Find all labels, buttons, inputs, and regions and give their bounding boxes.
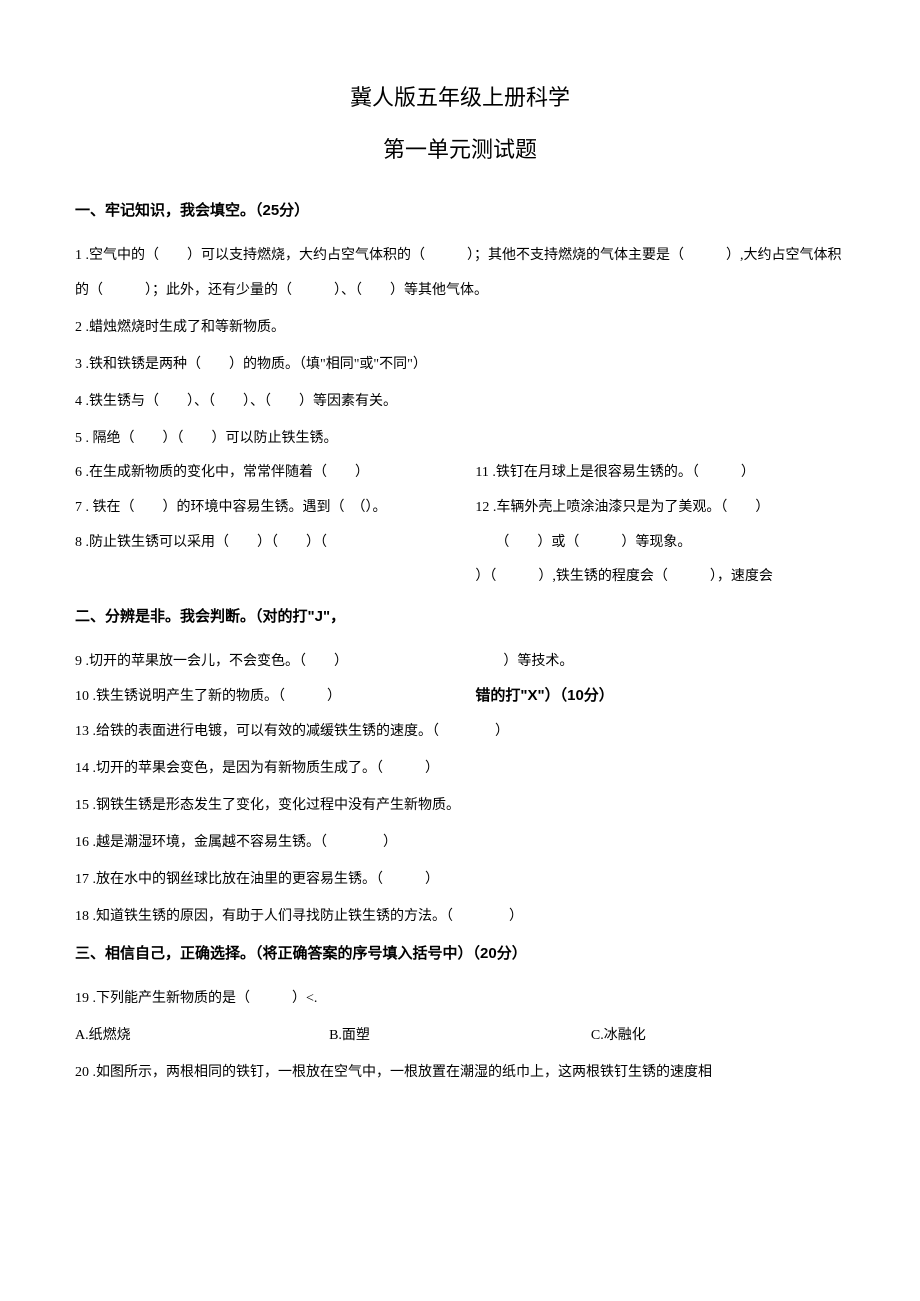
question-20: 20 .如图所示，两根相同的铁钉，一根放在空气中，一根放置在潮湿的纸巾上，这两根… [75, 1055, 845, 1090]
option-19-c: C.冰融化 [591, 1018, 845, 1053]
option-19-a: A.纸燃烧 [75, 1018, 329, 1053]
question-13: 13 .给铁的表面进行电镀，可以有效的减缓铁生锈的速度。（ ） [75, 714, 845, 749]
question-6: 6 .在生成新物质的变化中，常常伴随着（ ） [75, 458, 465, 489]
question-15: 15 .钢铁生锈是形态发生了变化，变化过程中没有产生新物质。 [75, 788, 845, 823]
q9-row: 9 .切开的苹果放一会儿，不会变色。（ ） ）等技术。 [75, 644, 845, 679]
question-16: 16 .越是潮湿环境，金属越不容易生锈。（ ） [75, 825, 845, 860]
error-label: 错的打"X"）（10分） [475, 684, 845, 705]
question-7: 7 . 铁在（ ）的环境中容易生锈。遇到（ （）。 [75, 493, 465, 524]
question-9: 9 .切开的苹果放一会儿，不会变色。（ ） [75, 644, 475, 679]
question-4: 4 .铁生锈与（ ）、（ ）、（ ）等因素有关。 [75, 384, 845, 419]
question-19-options: A.纸燃烧 B.面塑 C.冰融化 [75, 1018, 845, 1053]
question-11: 11 .铁钉在月球上是很容易生锈的。（ ） [475, 458, 845, 489]
doc-subtitle: 第一单元测试题 [75, 132, 845, 164]
question-12: 12 .车辆外壳上喷涂油漆只是为了美观。（ ） [475, 493, 845, 524]
q9-right-text: ）等技术。 [475, 654, 573, 669]
stray-line-2: ）（ ）,铁生锈的程度会（ ），速度会 [475, 562, 845, 593]
two-column-block: 6 .在生成新物质的变化中，常常伴随着（ ） 7 . 铁在（ ）的环境中容易生锈… [75, 458, 845, 597]
section-1-header: 一、牢记知识，我会填空。（25分） [75, 199, 845, 220]
q10-err-row: 10 .铁生锈说明产生了新的物质。（ ） 错的打"X"）（10分） [75, 679, 845, 714]
stray-line-1: （ ）或（ ）等现象。 [475, 528, 845, 559]
option-19-b: B.面塑 [329, 1018, 591, 1053]
question-5: 5 . 隔绝（ ）（ ）可以防止铁生锈。 [75, 421, 845, 456]
question-19: 19 .下列能产生新物质的是（ ）<. [75, 981, 845, 1016]
left-column: 6 .在生成新物质的变化中，常常伴随着（ ） 7 . 铁在（ ）的环境中容易生锈… [75, 458, 475, 597]
question-3: 3 .铁和铁锈是两种（ ）的物质。（填"相同"或"不同"） [75, 347, 845, 382]
question-17: 17 .放在水中的钢丝球比放在油里的更容易生锈。（ ） [75, 862, 845, 897]
doc-title: 冀人版五年级上册科学 [75, 80, 845, 112]
question-18: 18 .知道铁生锈的原因，有助于人们寻找防止铁生锈的方法。（ ） [75, 899, 845, 934]
question-9-right: ）等技术。 [475, 644, 845, 679]
question-14: 14 .切开的苹果会变色，是因为有新物质生成了。（ ） [75, 751, 845, 786]
question-1: 1 .空气中的（ ）可以支持燃烧，大约占空气体积的（ ）；其他不支持燃烧的气体主… [75, 238, 845, 308]
section-3-header: 三、相信自己，正确选择。（将正确答案的序号填入括号中）（20分） [75, 942, 845, 963]
question-8: 8 .防止铁生锈可以采用（ ）（ ）（ [75, 528, 465, 559]
question-10: 10 .铁生锈说明产生了新的物质。（ ） [75, 679, 475, 714]
right-column: 11 .铁钉在月球上是很容易生锈的。（ ） 12 .车辆外壳上喷涂油漆只是为了美… [475, 458, 845, 597]
question-2: 2 .蜡烛燃烧时生成了和等新物质。 [75, 310, 845, 345]
section-2-header: 二、分辨是非。我会判断。（对的打"J"， [75, 605, 845, 626]
